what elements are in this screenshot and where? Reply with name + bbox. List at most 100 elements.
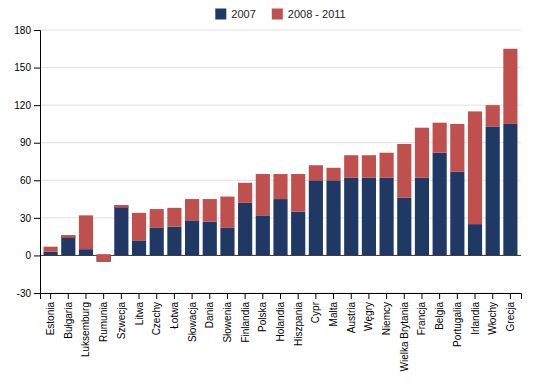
x-tick-label: Bułgaria [63,302,74,339]
x-tick-label: Belgia [434,302,445,330]
legend-swatch [272,9,283,20]
bar [309,165,323,180]
x-tick-mark [333,293,334,299]
y-tick-label: 0 [25,250,31,261]
x-tick: Luksemburg [80,293,91,357]
x-tick-label: Cypr [310,301,321,323]
x-tick-label: Dania [204,302,215,329]
legend-item: 2008 - 2011 [272,8,346,20]
x-tick: Hiszpania [293,293,304,346]
x-tick-label: Luksemburg [80,302,91,357]
x-tick-mark [475,293,476,299]
bar [326,180,340,255]
x-tick: Grecja [505,293,516,331]
bar [97,254,111,262]
y-tick-label: 150 [14,62,31,73]
bar [291,174,305,212]
x-tick-label: Węgry [363,302,374,331]
bar [132,213,146,241]
bar [132,240,146,255]
x-tick-label: Słowenia [222,302,233,343]
bar [362,155,376,178]
bar [114,205,128,255]
x-tick-label: Portugalia [452,302,463,347]
y-axis-line [34,31,41,294]
x-tick: Węgry [363,293,374,331]
grid-line [40,105,521,106]
bar [273,199,287,255]
x-tick-mark [121,293,122,299]
x-tick: Holandia [275,293,286,341]
bar [256,174,270,215]
x-tick-label: Irlandia [470,302,481,335]
x-tick: Estonia [45,293,56,335]
x-axis: EstoniaBułgariaLuksemburgRumuniaSzwecjaL… [41,293,522,371]
bar [150,209,164,228]
bar [486,105,500,126]
x-tick-mark [351,293,352,299]
x-tick-mark [510,293,511,299]
x-tick: Irlandia [470,293,481,335]
x-tick-mark [245,293,246,299]
x-tick-label: Austria [346,302,357,334]
legend-label: 2008 - 2011 [288,8,346,20]
bar [273,174,287,199]
y-tick-label: 120 [14,100,31,111]
chart: -300306090120150180EstoniaBułgariaLuksem… [0,0,533,385]
bar [203,222,217,256]
x-tick-mark [404,293,405,299]
bar [44,247,58,252]
y-tick: -30 [17,288,40,299]
y-tick-mark [34,255,40,256]
y-tick-label: 90 [20,137,32,148]
bar [167,208,181,227]
legend-swatch [215,9,226,20]
x-tick-mark [85,293,86,299]
x-tick: Malta [328,293,339,326]
grid-line [40,30,521,31]
bar [114,205,128,208]
bar [309,180,323,255]
x-tick: Belgia [434,293,445,330]
y-tick: 60 [20,175,40,186]
x-tick: Finlandia [240,293,251,343]
bar [415,178,429,256]
y-tick-label: -30 [17,288,32,299]
x-tick-label: Rumunia [98,302,109,342]
x-tick-mark [439,293,440,299]
bar [291,212,305,256]
x-tick-mark [156,293,157,299]
x-tick-label: Litwa [134,302,145,326]
bars [44,49,518,262]
bar [468,224,482,255]
bar [433,153,447,256]
bar [450,124,464,172]
bar [486,126,500,255]
x-tick: Czechy [151,293,162,335]
bar [326,168,340,181]
bar [256,215,270,255]
x-tick: Cypr [310,293,321,323]
x-tick-mark [68,293,69,299]
grid [40,30,521,293]
x-tick-mark [386,293,387,299]
bar [220,228,234,256]
bar [450,172,464,256]
x-tick-mark [280,293,281,299]
y-tick: 150 [14,62,40,73]
y-tick-label: 60 [20,175,32,186]
bar [185,220,199,255]
grid-line [40,142,521,143]
x-tick-mark [103,293,104,299]
y-tick-mark [34,68,40,69]
x-tick: Łotwa [169,293,180,329]
bar [380,153,394,178]
bar [79,215,93,249]
bar [380,178,394,256]
bar [203,199,217,222]
x-tick: Bułgaria [63,293,74,339]
x-tick: Polska [257,293,268,332]
x-tick: Litwa [134,293,145,325]
bar [61,235,75,255]
y-tick: 90 [20,137,40,148]
